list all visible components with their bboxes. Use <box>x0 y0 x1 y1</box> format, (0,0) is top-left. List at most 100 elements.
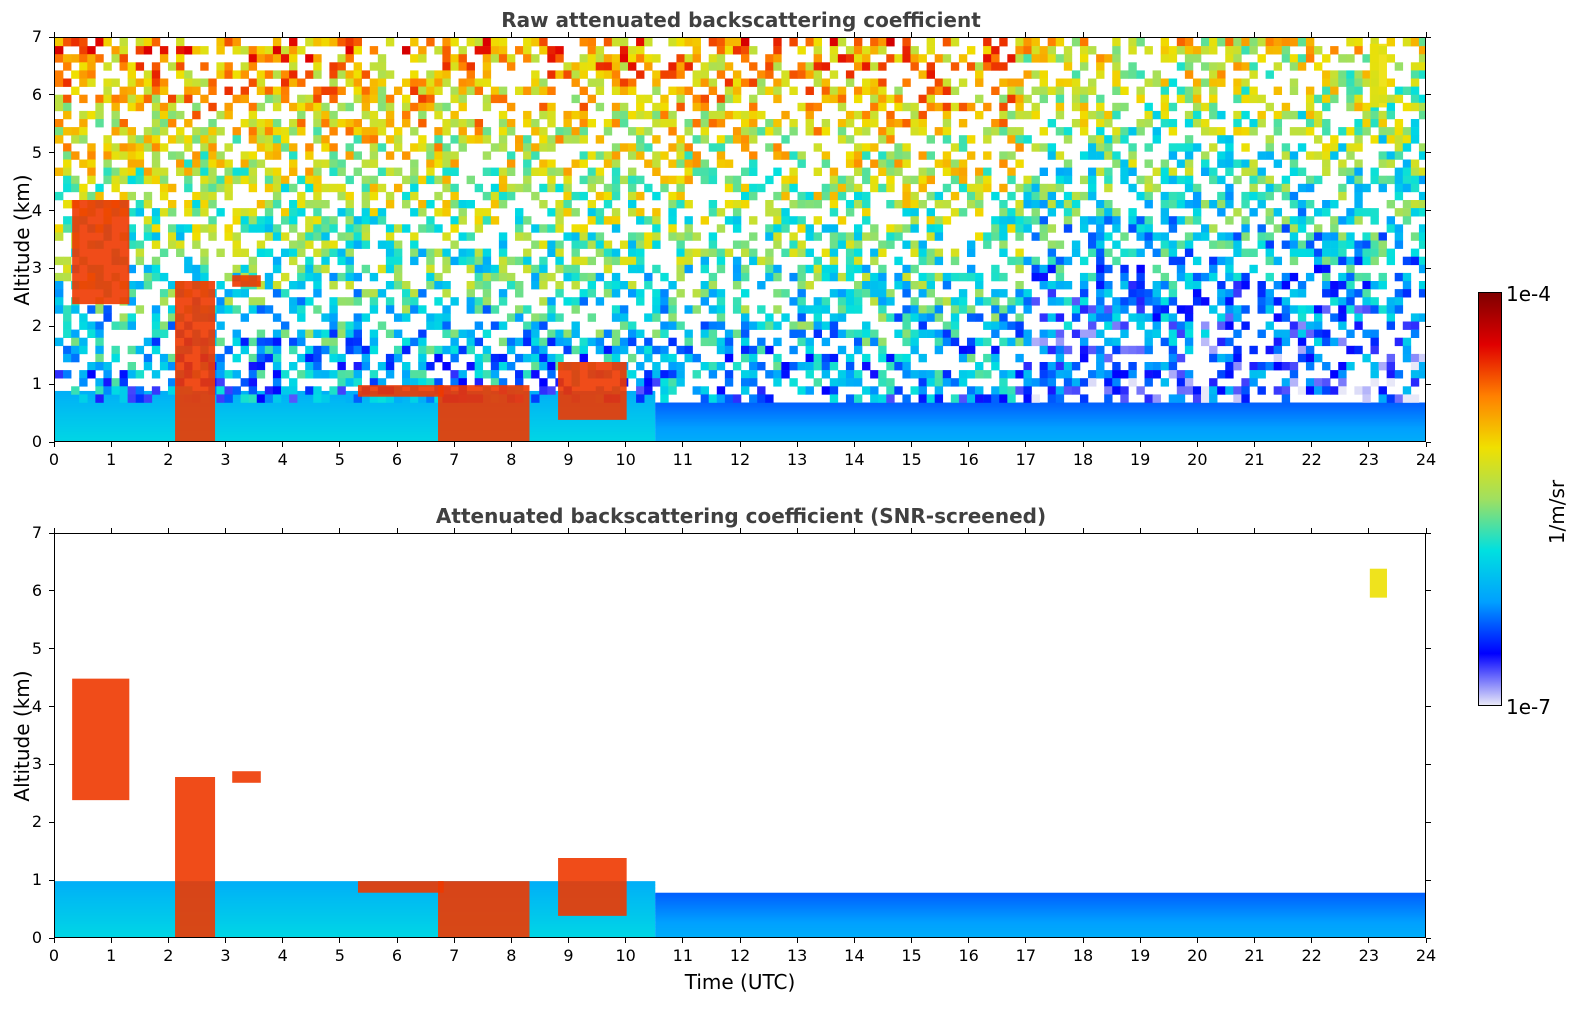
bottom-x-tick <box>853 938 855 943</box>
top-x-tick <box>167 442 169 447</box>
top-x-tick-label: 1 <box>106 450 117 469</box>
top-chart-title: Raw attenuated backscattering coefficien… <box>501 8 981 32</box>
top-cloud-4 <box>438 385 530 441</box>
top-boundary-layer-1 <box>655 402 1425 441</box>
bottom-x-tick <box>1368 938 1370 943</box>
top-y-tick <box>1426 441 1431 443</box>
top-cloud-0 <box>72 200 130 305</box>
top-cloud-5 <box>558 362 627 420</box>
top-x-tick <box>625 442 627 447</box>
top-x-tick-label: 8 <box>506 450 517 469</box>
bottom-x-tick <box>225 528 226 533</box>
bottom-x-tick <box>1025 528 1027 533</box>
top-x-tick <box>1425 32 1427 37</box>
top-y-tick <box>1426 267 1431 269</box>
colorbar <box>1478 292 1502 706</box>
top-x-tick-label: 13 <box>786 450 808 469</box>
bottom-x-tick <box>396 938 398 943</box>
top-x-tick <box>911 32 912 37</box>
bottom-x-tick <box>1311 938 1313 943</box>
top-x-tick <box>510 32 512 37</box>
bottom-plot-area <box>54 533 1426 938</box>
bottom-x-tick-label: 0 <box>48 946 60 965</box>
top-x-tick <box>1254 32 1255 37</box>
top-x-tick-label: 23 <box>1358 450 1379 469</box>
top-x-tick <box>110 32 112 37</box>
bottom-x-tick <box>1082 528 1084 533</box>
bottom-y-tick <box>49 532 54 534</box>
bottom-y-tick-label: 3 <box>31 754 42 774</box>
top-x-tick <box>167 32 169 37</box>
top-y-tick-label: 2 <box>31 316 42 336</box>
bottom-y-tick <box>49 821 54 823</box>
top-y-tick <box>49 152 54 154</box>
top-x-tick <box>225 32 226 37</box>
bottom-y-tick <box>1426 821 1431 823</box>
bottom-x-tick <box>968 528 970 533</box>
top-cloud-2 <box>232 275 261 287</box>
bottom-x-tick <box>339 938 341 943</box>
bottom-y-tick-label: 6 <box>31 580 42 600</box>
top-x-tick <box>1139 442 1141 447</box>
bottom-x-tick <box>510 938 512 943</box>
top-x-tick <box>796 32 798 37</box>
top-x-tick <box>453 442 455 447</box>
bottom-x-tick-label: 5 <box>334 946 345 965</box>
top-x-tick-label: 7 <box>449 450 460 469</box>
top-y-tick-label: 5 <box>31 142 42 162</box>
top-x-tick <box>1425 442 1427 447</box>
bottom-x-tick <box>968 938 970 943</box>
top-x-tick <box>1025 442 1027 447</box>
top-x-tick-label: 5 <box>334 450 345 469</box>
top-cloud-1 <box>175 281 216 441</box>
top-x-tick <box>1254 442 1255 447</box>
bottom-x-tick-label: 10 <box>615 946 636 965</box>
top-y-tick <box>1426 152 1431 154</box>
bottom-cloud-5 <box>558 858 627 916</box>
bottom-x-tick <box>225 938 226 943</box>
top-x-tick <box>911 442 912 447</box>
bottom-x-tick-label: 8 <box>506 946 517 965</box>
bottom-x-tick <box>53 938 55 943</box>
top-x-tick <box>739 442 741 447</box>
top-x-tick-label: 22 <box>1301 450 1322 469</box>
top-x-tick <box>339 442 341 447</box>
bottom-x-tick <box>453 528 455 533</box>
bottom-y-tick-label: 1 <box>31 870 42 890</box>
bottom-x-tick <box>339 528 341 533</box>
bottom-x-tick <box>682 528 684 533</box>
bottom-y-tick <box>49 590 54 592</box>
top-x-tick <box>1196 32 1198 37</box>
top-x-tick <box>968 442 970 447</box>
top-cloud-6 <box>1369 43 1387 108</box>
bottom-x-tick-label: 14 <box>844 946 865 965</box>
bottom-x-tick-label: 21 <box>1244 946 1265 965</box>
bottom-x-tick <box>1196 938 1198 943</box>
colorbar-min-label: 1e-7 <box>1506 695 1551 719</box>
top-x-tick-label: 16 <box>958 450 979 469</box>
top-x-tick-label: 10 <box>615 450 636 469</box>
top-y-tick-label: 7 <box>31 27 42 46</box>
bottom-x-tick-label: 1 <box>106 946 117 965</box>
top-x-tick <box>853 442 855 447</box>
bottom-y-tick-label: 4 <box>31 696 42 716</box>
bottom-x-tick <box>796 528 798 533</box>
bottom-x-tick-label: 23 <box>1358 946 1379 965</box>
bottom-cloud-2 <box>232 771 261 783</box>
top-x-tick <box>282 32 284 37</box>
top-x-tick <box>110 442 112 447</box>
top-x-tick <box>282 442 284 447</box>
top-y-tick-label: 6 <box>31 84 42 104</box>
top-y-tick-label: 4 <box>31 200 42 220</box>
bottom-x-tick <box>396 528 398 533</box>
bottom-y-tick <box>49 763 54 765</box>
top-x-tick-label: 6 <box>391 450 403 469</box>
bottom-cloud-1 <box>175 777 216 937</box>
top-x-tick-label: 19 <box>1129 450 1151 469</box>
top-y-tick <box>1426 383 1431 385</box>
bottom-x-tick <box>282 938 284 943</box>
top-y-tick <box>49 94 54 96</box>
top-x-tick <box>739 32 741 37</box>
bottom-chart-title: Attenuated backscattering coefficient (S… <box>435 504 1047 528</box>
bottom-x-tick-label: 3 <box>220 946 231 965</box>
